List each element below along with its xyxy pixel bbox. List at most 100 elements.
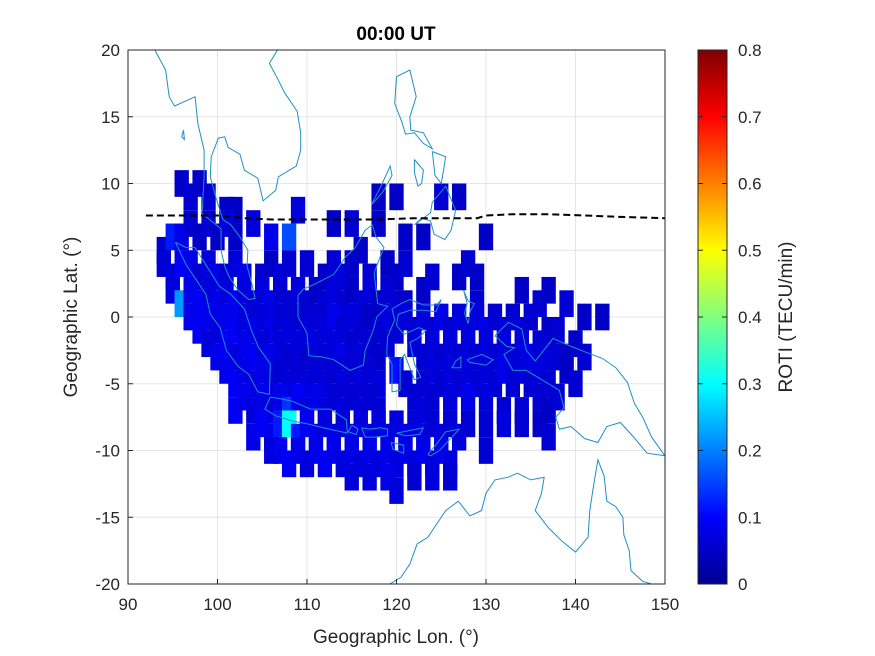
roti-bin [478, 410, 494, 438]
colorbar-tick-label: 0.2 [738, 442, 762, 461]
coastline [494, 321, 665, 457]
roti-bin [344, 250, 359, 277]
roti-bin [246, 210, 261, 237]
y-tick-label: -20 [95, 575, 120, 594]
roti-bin [550, 383, 565, 411]
roti-bin [523, 303, 538, 331]
roti-bin [478, 223, 494, 251]
x-tick-labels: 90 100 110 120 130 140 150 [119, 579, 679, 614]
roti-bin [416, 223, 431, 251]
roti-bin [389, 477, 404, 504]
roti-bin [425, 383, 440, 411]
magnetic-equator-line [145, 213, 665, 221]
coastline [370, 164, 393, 206]
x-tick-label: 140 [561, 595, 589, 614]
x-tick-label: 110 [293, 595, 320, 614]
coastline [390, 442, 405, 454]
coastline [463, 290, 476, 324]
coastline [264, 396, 348, 434]
colorbar-tick-label: 0.6 [738, 175, 762, 194]
coastline [413, 159, 424, 188]
roti-bin [460, 383, 476, 411]
roti-bin [577, 303, 592, 331]
roti-bin [425, 463, 440, 491]
roti-bin [514, 410, 529, 438]
roti-bin [362, 463, 377, 491]
y-tick-label: 10 [101, 175, 120, 194]
coastline [396, 427, 425, 437]
roti-bin [434, 183, 449, 211]
roti-bin [496, 410, 512, 438]
colorbar-tick-label: 0 [738, 575, 747, 594]
roti-bin [443, 383, 458, 411]
y-tick-label: -15 [95, 508, 120, 527]
y-tick-label: -5 [105, 375, 120, 394]
roti-bin [344, 463, 359, 491]
roti-bin [550, 317, 565, 344]
roti-bin [398, 250, 413, 277]
roti-bins [156, 170, 610, 504]
roti-bin [451, 183, 467, 211]
roti-bin [299, 250, 315, 277]
coastline [181, 129, 186, 141]
roti-bin [595, 303, 610, 331]
roti-bin [371, 210, 386, 237]
x-tick-label: 100 [203, 595, 231, 614]
roti-bin [460, 410, 476, 438]
y-axis-label: Geographic Lat. (°) [61, 237, 82, 398]
colorbar-tick-label: 0.8 [738, 41, 762, 60]
chart-title: 00:00 UT [356, 24, 436, 45]
coastline [466, 353, 495, 366]
roti-bin [443, 463, 458, 491]
roti-bin [577, 343, 592, 371]
roti-bin [281, 223, 297, 251]
roti-bin [389, 183, 404, 211]
colorbar-label: ROTI (TECU/min) [776, 242, 797, 393]
y-tick-labels: 20 15 10 5 0 -5 -10 -15 -20 [95, 41, 133, 594]
roti-bin [559, 290, 574, 317]
coastline [376, 457, 652, 584]
coastline [386, 299, 442, 393]
y-tick-label: -10 [95, 442, 120, 461]
roti-bin [290, 196, 306, 224]
roti-bin [344, 210, 359, 237]
colorbar-tick-label: 0.3 [738, 375, 762, 394]
roti-bin [478, 437, 494, 464]
x-tick-label: 120 [382, 595, 410, 614]
roti-bin [568, 370, 583, 398]
roti-bin [201, 183, 216, 211]
y-tick-label: 20 [101, 41, 120, 60]
coastlines [154, 50, 665, 584]
coastline [174, 241, 271, 396]
coastline [427, 428, 461, 457]
roti-bin [228, 223, 243, 251]
roti-bin [326, 210, 342, 237]
colorbar-tick-label: 0.5 [738, 241, 762, 260]
roti-bin [478, 383, 494, 411]
coastline [431, 151, 447, 185]
roti-bin [514, 276, 529, 304]
colorbar-tick-labels: 0 0.1 0.2 0.3 0.4 0.5 0.6 0.7 0.8 [698, 41, 762, 594]
coastline [414, 185, 457, 241]
roti-bin [281, 250, 297, 277]
roti-bin [407, 463, 422, 491]
colorbar-tick-label: 0.4 [738, 308, 762, 327]
roti-bin [541, 423, 556, 451]
coastline [451, 355, 462, 369]
x-tick-label: 130 [472, 595, 500, 614]
coastline [394, 69, 434, 151]
x-axis-label: Geographic Lon. (°) [313, 627, 479, 648]
y-tick-label: 5 [111, 241, 120, 260]
coastline [297, 224, 389, 371]
coastline [154, 50, 302, 301]
x-tick-label: 90 [119, 595, 138, 614]
roti-bin [264, 223, 279, 251]
coastline [347, 424, 359, 436]
roti-bin [469, 263, 485, 291]
roti-bin [541, 276, 556, 304]
roti-bin [398, 223, 413, 251]
colorbar-tick-label: 0.7 [738, 108, 762, 127]
colorbar-tick-label: 0.1 [738, 508, 762, 527]
y-tick-label: 0 [111, 308, 120, 327]
